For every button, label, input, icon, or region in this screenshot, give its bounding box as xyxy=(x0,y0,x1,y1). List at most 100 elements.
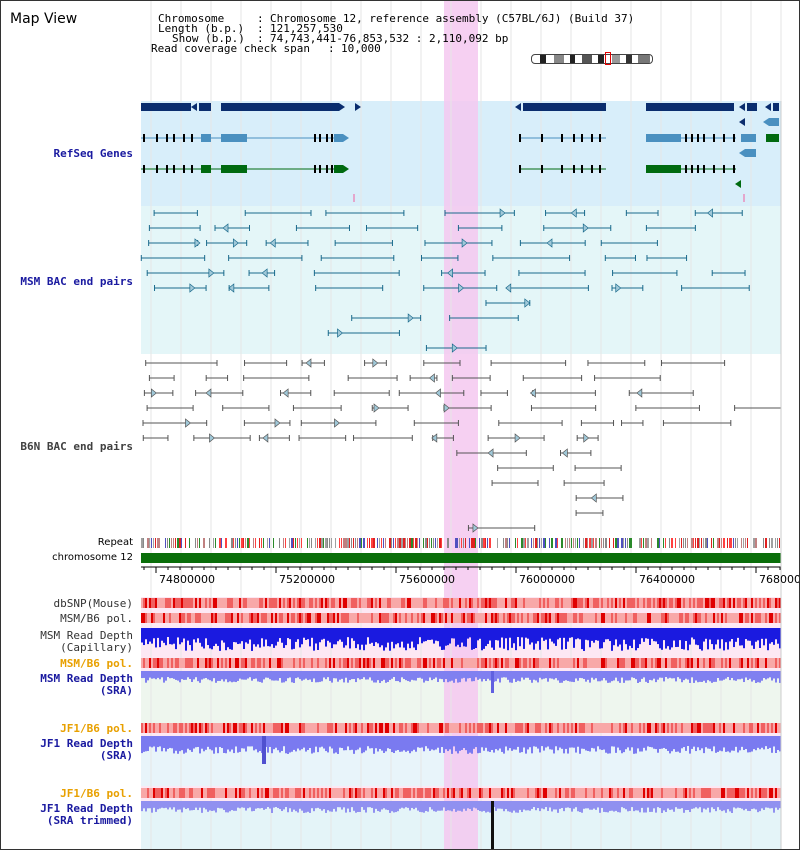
pol-cell xyxy=(563,613,565,623)
pol-cell xyxy=(641,788,643,798)
depth-bar xyxy=(227,801,229,813)
depth-bar xyxy=(247,628,249,644)
depth-bar xyxy=(701,628,703,651)
pol-cell xyxy=(729,658,731,668)
depth-bar xyxy=(177,801,179,810)
track-label-chromosome: chromosome 12 xyxy=(52,552,133,563)
pol-cell xyxy=(567,613,569,623)
repeat-mark xyxy=(531,538,532,548)
depth-bar xyxy=(565,736,567,749)
depth-bar xyxy=(387,671,389,682)
pol-cell xyxy=(513,658,515,668)
depth-bar xyxy=(203,736,205,752)
depth-bar xyxy=(447,801,449,811)
repeat-mark xyxy=(347,538,349,548)
pol-cell xyxy=(269,788,271,798)
pol-cell xyxy=(337,613,339,623)
repeat-mark xyxy=(603,538,604,548)
gene-exon xyxy=(156,165,158,173)
pol-cell xyxy=(411,658,413,668)
depth-bar xyxy=(429,736,431,751)
pol-cell xyxy=(479,613,481,623)
gene-exon xyxy=(581,134,583,142)
depth-bar xyxy=(313,628,315,651)
depth-bar xyxy=(171,628,173,645)
pol-cell xyxy=(269,658,271,668)
pol-cell xyxy=(575,598,577,608)
depth-bar xyxy=(331,801,333,812)
pol-cell xyxy=(603,723,605,733)
repeat-mark xyxy=(391,538,392,548)
pol-cell xyxy=(253,788,255,798)
pol-cell xyxy=(499,598,501,608)
depth-bar xyxy=(585,628,587,640)
depth-bar xyxy=(489,628,491,641)
pol-cell xyxy=(271,598,273,608)
repeat-mark xyxy=(261,538,262,548)
depth-bar xyxy=(141,801,143,812)
pol-cell xyxy=(745,658,747,668)
depth-bar xyxy=(399,736,401,752)
depth-bar xyxy=(379,736,381,749)
pol-cell xyxy=(665,788,667,798)
pol-cell xyxy=(507,613,509,623)
pol-cell xyxy=(599,658,601,668)
pol-cell xyxy=(539,658,541,668)
pol-cell xyxy=(677,723,679,733)
pol-cell xyxy=(471,598,473,608)
depth-bar xyxy=(687,628,689,651)
pol-cell xyxy=(373,658,375,668)
pol-cell xyxy=(587,788,589,798)
depth-bar xyxy=(589,628,591,648)
depth-bar xyxy=(471,671,473,682)
pol-cell xyxy=(171,658,173,668)
pol-cell xyxy=(447,723,449,733)
depth-bar xyxy=(177,628,179,638)
depth-bar xyxy=(643,628,645,642)
pol-cell xyxy=(407,658,409,668)
repeat-mark xyxy=(235,538,236,548)
depth-bar xyxy=(719,801,721,810)
chromosome-ideogram[interactable] xyxy=(531,54,653,64)
pol-cell xyxy=(237,658,239,668)
pol-cell xyxy=(643,613,645,623)
strand-arrow xyxy=(343,134,349,142)
pol-cell xyxy=(517,613,519,623)
depth-bar xyxy=(443,801,445,808)
depth-bar xyxy=(211,628,213,650)
depth-bar xyxy=(573,801,575,809)
pol-cell xyxy=(461,658,463,668)
pol-cell xyxy=(447,658,449,668)
pol-cell xyxy=(315,658,317,668)
pol-cell xyxy=(367,723,369,733)
pol-cell xyxy=(249,613,251,623)
pol-cell xyxy=(161,723,163,733)
pol-cell xyxy=(165,788,167,798)
pol-cell xyxy=(555,788,557,798)
depth-bar xyxy=(347,671,349,683)
pol-cell xyxy=(459,598,461,608)
pol-cell xyxy=(773,598,775,608)
depth-bar xyxy=(459,671,461,683)
pol-cell xyxy=(419,598,421,608)
pol-cell xyxy=(331,788,333,798)
pol-cell xyxy=(205,658,207,668)
pol-cell xyxy=(577,598,579,608)
pol-cell xyxy=(419,788,421,798)
pol-cell xyxy=(737,613,739,623)
pol-cell xyxy=(471,658,473,668)
pol-cell xyxy=(579,658,581,668)
depth-bar xyxy=(681,736,683,749)
depth-bar xyxy=(639,628,641,645)
depth-bar xyxy=(333,801,335,809)
pol-cell xyxy=(283,658,285,668)
pol-cell xyxy=(289,658,291,668)
pol-cell xyxy=(623,788,625,798)
depth-bar xyxy=(597,628,599,641)
pol-cell xyxy=(231,788,233,798)
pol-cell xyxy=(263,723,265,733)
depth-bar xyxy=(661,736,663,749)
depth-bar xyxy=(567,628,569,642)
